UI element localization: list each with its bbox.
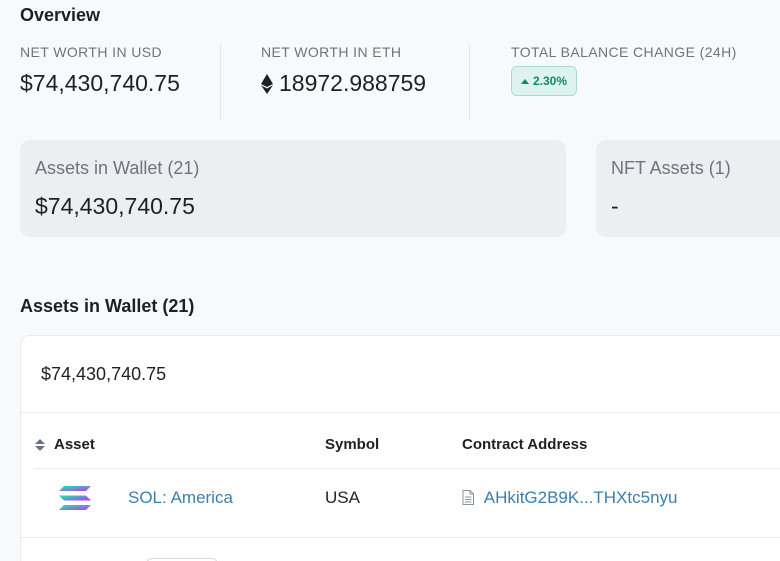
assets-table-card: $74,430,740.75 Asset Symbol Contract Add… <box>20 335 780 561</box>
nft-assets-card[interactable]: NFT Assets (1) - <box>596 140 780 237</box>
divider <box>21 412 780 413</box>
assets-in-wallet-card[interactable]: Assets in Wallet (21) $74,430,740.75 <box>20 140 566 237</box>
column-header-asset[interactable]: Asset <box>35 436 95 453</box>
stat-divider <box>469 44 470 120</box>
assets-card-label: Assets in Wallet (21) <box>35 158 200 178</box>
asset-symbol-cell: USA <box>325 488 360 507</box>
net-worth-eth-value: 18972.988759 <box>279 70 427 96</box>
contract-address-link: AHkitG2B9K...THXtc5nyu <box>483 488 678 507</box>
balance-change-value: 2.30% <box>533 74 568 88</box>
asset-symbol: SOL <box>128 488 163 507</box>
column-header-asset-label: Asset <box>54 436 95 453</box>
net-worth-usd-stat: NET WORTH IN USD $74,430,740.75 <box>20 44 180 97</box>
asset-link[interactable]: SOL: America <box>128 488 233 508</box>
net-worth-usd-label: NET WORTH IN USD <box>20 44 162 60</box>
document-icon <box>462 490 474 505</box>
overview-title: Overview <box>20 5 101 25</box>
caret-up-icon <box>521 78 529 84</box>
stat-divider <box>220 44 221 120</box>
asset-name: America <box>170 488 233 507</box>
solana-logo-icon <box>59 486 91 510</box>
contract-address-cell[interactable]: AHkitG2B9K...THXtc5nyu <box>462 488 677 508</box>
divider <box>21 537 780 538</box>
net-worth-eth-label: NET WORTH IN ETH <box>261 44 402 60</box>
sort-icon[interactable] <box>35 438 45 451</box>
column-header-symbol: Symbol <box>325 436 380 453</box>
net-worth-eth-stat: NET WORTH IN ETH 18972.988759 <box>261 44 426 97</box>
balance-change-label: TOTAL BALANCE CHANGE (24H) <box>511 44 737 60</box>
balance-change-badge: 2.30% <box>511 66 578 96</box>
net-worth-eth-value-row: 18972.988759 <box>261 70 426 97</box>
ethereum-icon <box>261 73 273 94</box>
nft-card-label: NFT Assets (1) <box>611 158 731 178</box>
divider <box>34 468 780 469</box>
nft-card-value: - <box>611 193 619 219</box>
assets-table-total: $74,430,740.75 <box>41 364 167 384</box>
net-worth-usd-value: $74,430,740.75 <box>20 70 180 96</box>
balance-change-stat: TOTAL BALANCE CHANGE (24H) 2.30% <box>511 44 737 96</box>
assets-card-value: $74,430,740.75 <box>35 193 195 219</box>
column-header-contract-address: Contract Address <box>462 436 588 453</box>
asset-separator: : <box>162 488 167 507</box>
assets-section-title: Assets in Wallet (21) <box>20 296 195 316</box>
